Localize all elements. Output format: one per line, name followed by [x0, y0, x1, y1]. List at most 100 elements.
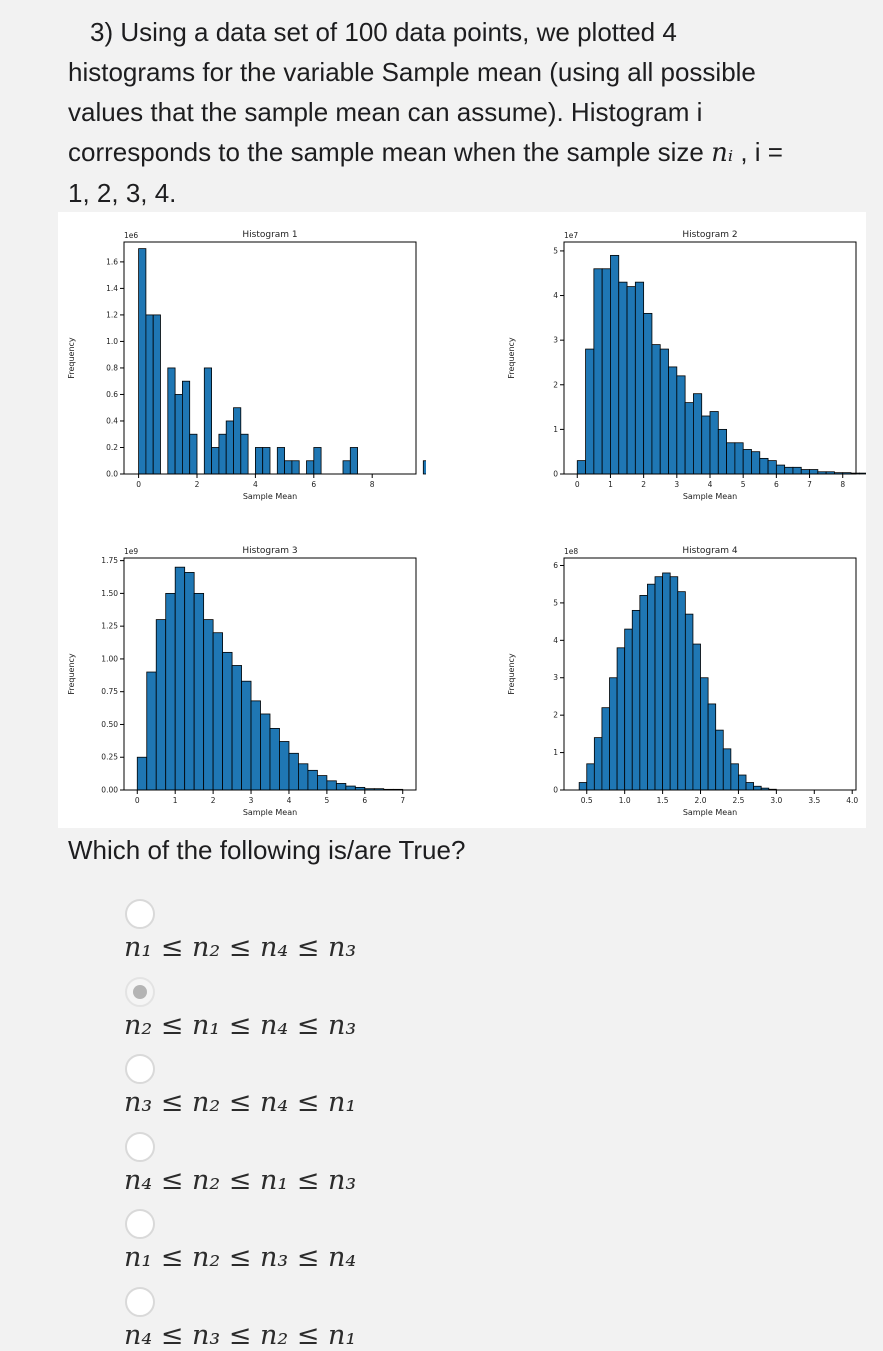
- histogram-bar: [326, 780, 337, 791]
- y-tick-label: 2: [553, 380, 558, 389]
- option-label-4[interactable]: n₄ ≤ n₂ ≤ n₁ ≤ n₃: [124, 1165, 357, 1196]
- y-tick-label: 0.8: [106, 363, 118, 372]
- option-label-2[interactable]: n₂ ≤ n₁ ≤ n₄ ≤ n₃: [124, 1010, 357, 1041]
- histogram-bar: [585, 348, 595, 475]
- question-text: 3) Using a data set of 100 data points, …: [68, 12, 858, 213]
- y-tick-label: 0.25: [101, 753, 118, 762]
- option-radio-5[interactable]: [125, 1209, 155, 1239]
- x-tick-label: 4.0: [846, 796, 858, 805]
- histogram-bar: [250, 700, 261, 791]
- histogram-4: 0.5 1.0 1.5 2.0 2.5 3.0 3.5 4.0 0 1 2 3 4 5 6 1e8 Histog…: [498, 534, 866, 824]
- histogram-bar: [212, 632, 223, 791]
- y-tick-label: 0.00: [101, 786, 118, 795]
- axis-scale-label: 1e8: [564, 547, 578, 556]
- x-tick-label: 3: [249, 796, 254, 805]
- histogram-bar: [601, 707, 610, 791]
- histogram-bar: [742, 449, 752, 475]
- y-tick-label: 0.0: [106, 470, 118, 479]
- histogram-bar: [858, 472, 866, 475]
- histogram-bar: [593, 737, 603, 791]
- x-tick-label: 4: [287, 796, 292, 805]
- histogram-bar: [317, 775, 328, 791]
- option-label-1[interactable]: n₁ ≤ n₂ ≤ n₄ ≤ n₃: [124, 932, 357, 963]
- y-tick-label: 1.50: [101, 589, 118, 598]
- histogram-bar: [193, 592, 205, 791]
- histogram-bar: [254, 447, 264, 475]
- histogram-bar: [669, 576, 679, 791]
- question-line-4: corresponds to the sample mean when the …: [68, 132, 858, 173]
- x-tick-label: 2.5: [732, 796, 744, 805]
- histogram-bar: [609, 677, 618, 791]
- histogram-bar: [692, 643, 701, 791]
- y-tick-label: 0.75: [101, 687, 118, 696]
- x-tick-label: 4: [708, 480, 713, 489]
- histogram-bar: [174, 394, 183, 475]
- y-axis-label: Frequency: [67, 653, 76, 695]
- histogram-bar: [203, 619, 214, 791]
- option-label-6[interactable]: n₄ ≤ n₃ ≤ n₂ ≤ n₁: [124, 1320, 357, 1351]
- y-tick-label: 1.75: [101, 556, 118, 565]
- histogram-bar: [307, 769, 318, 791]
- histogram-bar: [306, 460, 315, 475]
- x-tick-label: 2: [211, 796, 216, 805]
- y-tick-label: 0: [553, 470, 558, 479]
- histogram-bar: [753, 785, 762, 791]
- x-tick-label: 7: [807, 480, 812, 489]
- x-tick-label: 4: [253, 480, 258, 489]
- histogram-1: 0 2 4 6 8 0.0 0.2 0.4 0.6 0.8 1.0 1.2 1.4 1.6 1e6 Histo…: [58, 218, 426, 508]
- x-tick-label: 2.0: [695, 796, 707, 805]
- y-tick-label: 6: [553, 561, 558, 570]
- x-tick-label: 8: [840, 480, 845, 489]
- histogram-bar: [751, 451, 761, 475]
- histogram-bar: [276, 447, 286, 475]
- option-radio-6[interactable]: [125, 1287, 155, 1317]
- question-line-5: 1, 2, 3, 4.: [68, 178, 177, 208]
- histogram-bar: [610, 254, 620, 475]
- histogram-bar: [809, 469, 819, 475]
- histogram-bar: [240, 433, 249, 475]
- histogram-bar: [759, 457, 769, 475]
- bars: [138, 248, 426, 475]
- y-tick-label: 1.2: [106, 310, 118, 319]
- y-tick-label: 3: [553, 336, 558, 345]
- histogram-bar: [730, 763, 739, 791]
- option-radio-3[interactable]: [125, 1054, 155, 1084]
- histogram-bar: [634, 281, 645, 475]
- histogram-bar: [422, 460, 426, 475]
- x-tick-label: 3: [674, 480, 679, 489]
- y-tick-label: 5: [553, 598, 558, 607]
- chart-title: Histogram 1: [242, 230, 297, 240]
- x-tick-label: 6: [774, 480, 779, 489]
- question-line-1: 3) Using a data set of 100 data points, …: [90, 17, 677, 47]
- x-tick-label: 6: [362, 796, 367, 805]
- y-tick-label: 1: [553, 748, 558, 757]
- histogram-bar: [715, 729, 724, 791]
- histogram-bar: [335, 783, 347, 791]
- histogram-bar: [626, 286, 636, 475]
- histogram-bar: [225, 420, 234, 475]
- question-line-2: histograms for the variable Sample mean …: [68, 57, 756, 87]
- y-tick-label: 1.00: [101, 654, 118, 663]
- histogram-bar: [578, 782, 588, 791]
- histogram-3: 0 1 2 3 4 5 6 7 0.00 0.25 0.50 0.75 1.00 1.25 1.50 1.75…: [58, 534, 426, 824]
- histogram-bar: [174, 566, 186, 791]
- histogram-bar: [700, 677, 709, 791]
- histogram-bar: [298, 763, 309, 791]
- chart-title: Histogram 3: [242, 546, 297, 556]
- x-tick-label: 3.5: [808, 796, 820, 805]
- histogram-bar: [152, 314, 161, 475]
- x-tick-label: 2: [641, 480, 646, 489]
- option-radio-1[interactable]: [125, 899, 155, 929]
- axis-scale-label: 1e6: [124, 231, 138, 240]
- option-label-3[interactable]: n₃ ≤ n₂ ≤ n₄ ≤ n₁: [124, 1087, 357, 1118]
- y-tick-label: 1.0: [106, 337, 118, 346]
- option-radio-2[interactable]: [125, 977, 155, 1007]
- option-radio-4[interactable]: [125, 1132, 155, 1162]
- histogram-bar: [647, 583, 656, 791]
- histogram-bar: [767, 460, 777, 475]
- axis-scale-label: 1e9: [124, 547, 138, 556]
- question-line-4-tail: , i =: [733, 137, 783, 167]
- option-label-5[interactable]: n₁ ≤ n₂ ≤ n₃ ≤ n₄: [124, 1242, 357, 1273]
- x-tick-label: 1.5: [657, 796, 669, 805]
- histogram-bar: [717, 428, 727, 475]
